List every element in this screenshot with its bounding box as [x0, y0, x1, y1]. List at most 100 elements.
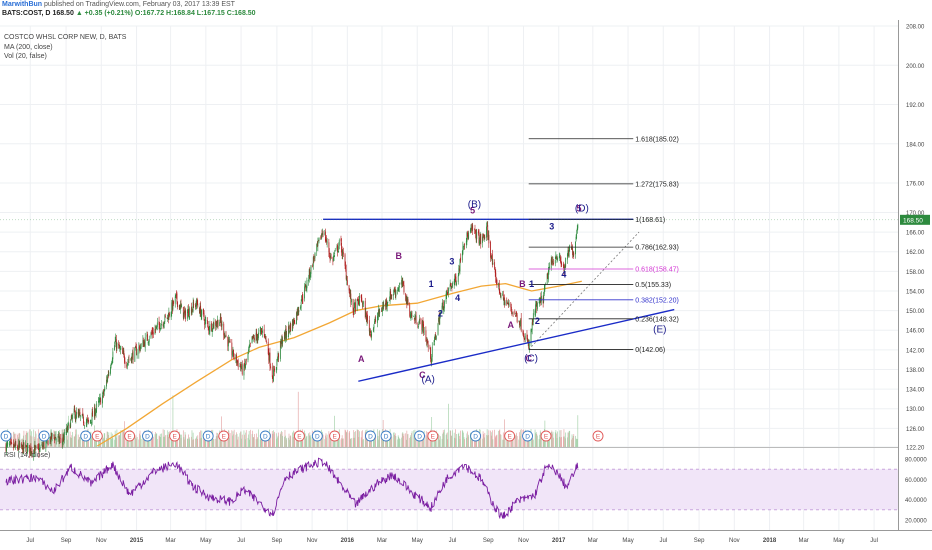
volume-bar	[276, 438, 278, 447]
candle-body	[423, 324, 424, 334]
time-tick-label: May	[833, 538, 844, 544]
volume-bar	[381, 436, 382, 447]
volume-bar	[498, 431, 500, 447]
candle-body	[508, 303, 510, 306]
candle-body	[111, 362, 113, 364]
dividend-marker[interactable]	[311, 430, 323, 442]
volume-bar	[556, 438, 558, 447]
candle-body	[61, 438, 63, 443]
dividend-marker[interactable]	[380, 430, 392, 442]
candle-body	[301, 296, 303, 301]
candle-body	[207, 325, 209, 327]
earnings-marker[interactable]	[504, 430, 516, 442]
earnings-marker[interactable]	[91, 430, 103, 442]
candle-body	[515, 315, 516, 317]
candle-body	[17, 448, 19, 450]
candle-body	[346, 278, 348, 281]
volume-bar	[409, 435, 411, 447]
candle-body	[184, 310, 185, 314]
earnings-marker[interactable]	[218, 430, 230, 442]
earnings-marker[interactable]	[169, 430, 181, 442]
volume-bar	[439, 436, 441, 447]
author-link[interactable]: MarwithBun	[2, 1, 43, 8]
volume-bar	[26, 432, 28, 447]
dividend-marker[interactable]	[414, 430, 425, 442]
candle-body	[417, 326, 419, 328]
volume-bar	[465, 437, 467, 447]
volume-bar	[266, 435, 267, 447]
price-tick-label: 122.20	[906, 446, 925, 452]
volume-bar	[165, 435, 166, 447]
volume-bar	[11, 436, 13, 447]
dividend-marker[interactable]	[80, 430, 92, 442]
candle-body	[160, 324, 162, 330]
dividend-marker[interactable]	[259, 430, 271, 442]
volume-bar	[422, 438, 423, 447]
volume-bar	[399, 439, 401, 447]
volume-bar	[437, 434, 439, 447]
volume-bar	[167, 430, 169, 447]
candle-body	[332, 257, 334, 262]
volume-bar	[320, 438, 322, 447]
volume-bar	[110, 438, 111, 447]
candle-body	[135, 346, 137, 348]
earnings-marker[interactable]	[329, 430, 341, 442]
fib-level-label: 1.272(175.83)	[635, 181, 679, 188]
candle-body	[207, 320, 208, 325]
candle-body	[437, 323, 439, 335]
volume-bar	[233, 434, 234, 447]
candle-body	[164, 315, 166, 322]
dividend-marker[interactable]	[470, 430, 482, 442]
volume-bar	[355, 431, 356, 447]
earnings-marker[interactable]	[592, 430, 604, 442]
earnings-marker[interactable]	[124, 430, 136, 442]
candle-body	[516, 314, 518, 322]
candle-body	[174, 296, 176, 304]
volume-bar	[247, 437, 249, 447]
volume-bar	[102, 435, 103, 447]
dividend-marker[interactable]	[142, 430, 153, 442]
candle-body	[103, 391, 105, 395]
earnings-marker[interactable]	[293, 430, 305, 442]
volume-bar	[403, 433, 405, 447]
earnings-marker[interactable]	[427, 430, 439, 442]
candle-body	[498, 282, 500, 287]
volume-bar	[55, 433, 57, 447]
dividend-marker[interactable]	[0, 430, 12, 442]
volume-bar	[91, 438, 93, 447]
volume-bar	[200, 437, 202, 447]
event-marker-label: D	[83, 434, 88, 441]
candle-body	[474, 229, 475, 230]
candle-body	[560, 257, 561, 262]
candle-body	[378, 309, 380, 314]
earnings-marker[interactable]	[540, 430, 552, 442]
candle-body	[378, 309, 379, 316]
candle-body	[411, 312, 412, 318]
dividend-marker[interactable]	[202, 430, 214, 442]
volume-bar	[254, 434, 255, 447]
candle-body	[320, 234, 322, 240]
volume-bar	[308, 433, 309, 447]
candle-body	[576, 228, 578, 234]
candle-body	[25, 444, 27, 448]
dividend-marker[interactable]	[364, 430, 376, 442]
time-tick-label: Nov	[96, 538, 107, 544]
dividend-marker[interactable]	[38, 430, 50, 442]
volume-bar	[260, 436, 262, 447]
candle-body	[215, 321, 217, 326]
candle-body	[508, 302, 509, 306]
candle-body	[285, 328, 287, 336]
candle-body	[310, 265, 312, 274]
volume-bar	[487, 435, 489, 447]
time-tick-label: 2015	[130, 538, 144, 544]
candle-body	[163, 324, 165, 328]
volume-bar	[152, 436, 154, 447]
dividend-marker[interactable]	[522, 430, 534, 442]
candle-body	[425, 330, 427, 342]
candle-body	[236, 361, 238, 364]
time-tick-label: 2017	[552, 538, 566, 544]
candle-body	[199, 306, 201, 313]
volume-bar	[423, 430, 425, 447]
candle-body	[54, 436, 56, 441]
